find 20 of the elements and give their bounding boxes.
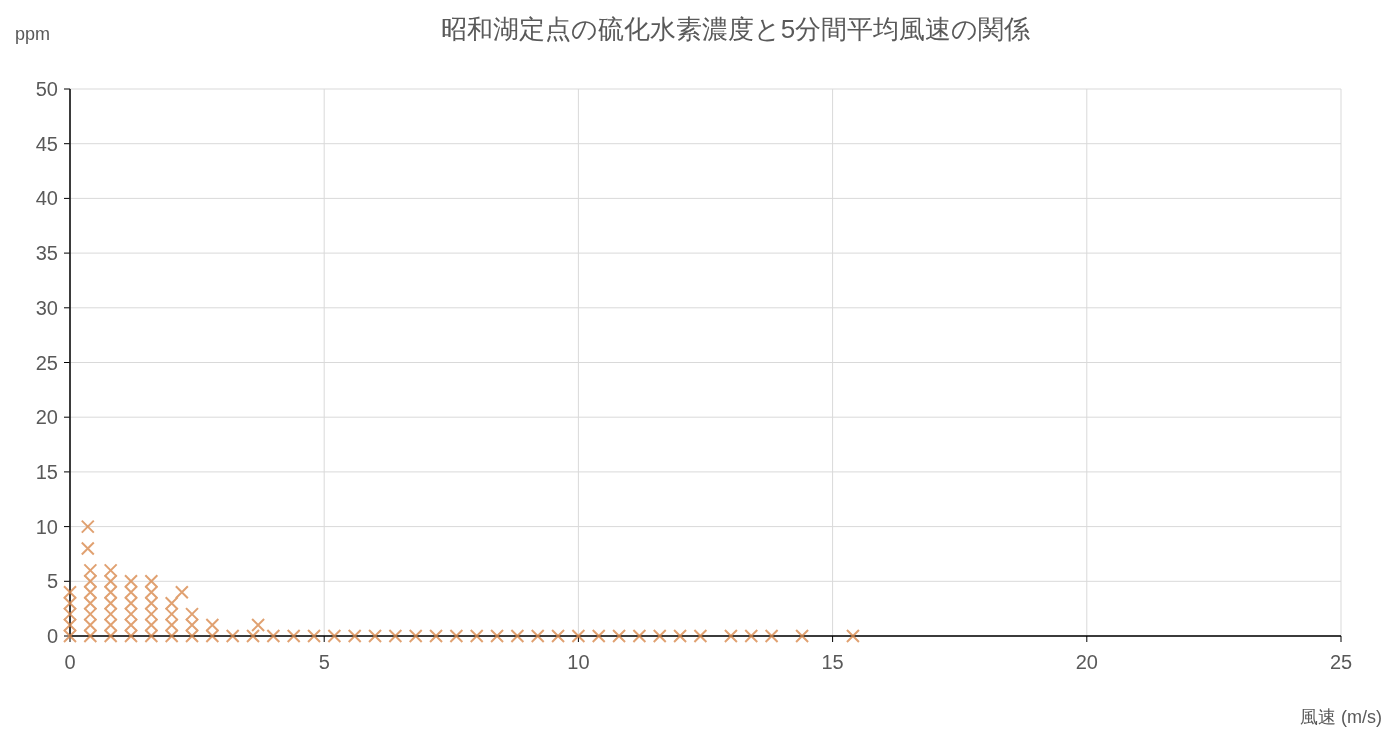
- y-tick-label: 0: [46, 625, 58, 647]
- x-axis-title: 風速 (m/s): [1300, 707, 1382, 727]
- y-tick-label: 50: [35, 78, 58, 100]
- x-tick-label: 10: [567, 651, 590, 673]
- y-tick-label: 25: [35, 351, 58, 374]
- y-tick-label: 15: [35, 460, 58, 483]
- y-tick-label: 5: [46, 570, 58, 593]
- x-tick-label: 5: [318, 651, 330, 673]
- y-tick-label: 30: [35, 296, 58, 319]
- x-tick-label: 15: [821, 651, 844, 673]
- x-tick-label: 25: [1329, 651, 1353, 673]
- y-tick-label: 40: [35, 187, 58, 210]
- x-tick-label: 20: [1075, 651, 1098, 673]
- y-tick-label: 45: [35, 132, 58, 155]
- y-axis-title: ppm: [15, 24, 51, 44]
- chart-title: 昭和湖定点の硫化水素濃度と5分間平均風速の関係: [440, 14, 1031, 44]
- y-tick-label: 20: [35, 406, 58, 429]
- x-tick-label: 0: [64, 651, 76, 673]
- y-tick-label: 35: [35, 242, 58, 265]
- y-tick-label: 10: [35, 515, 58, 538]
